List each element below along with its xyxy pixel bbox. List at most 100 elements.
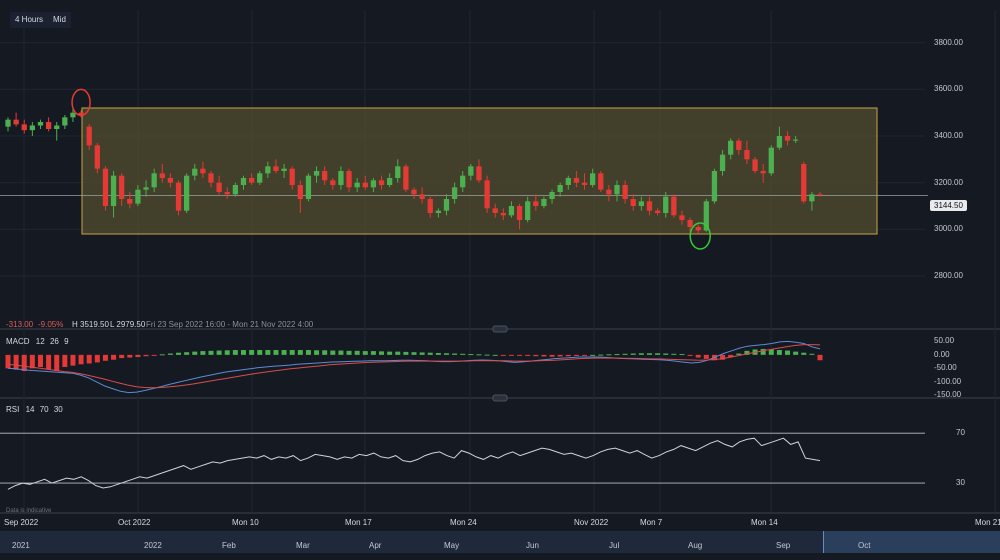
macd-histogram-bar — [736, 353, 742, 355]
navigator-label: Oct — [858, 541, 871, 550]
candle-body — [45, 122, 52, 129]
macd-histogram-bar — [517, 354, 523, 356]
price-tick-label: 3000.00 — [934, 224, 963, 234]
candle-body — [313, 171, 320, 176]
macd-histogram-bar — [151, 354, 157, 356]
candle-body — [646, 201, 653, 211]
macd-histogram-bar — [240, 350, 246, 355]
macd-histogram-bar — [622, 353, 628, 355]
macd-histogram-bar — [703, 354, 709, 359]
candle-body — [143, 187, 149, 190]
navigator-selection[interactable] — [823, 531, 1000, 553]
candle-body — [776, 136, 783, 148]
macd-line — [7, 340, 821, 394]
macd-histogram-bar — [500, 354, 506, 356]
candle-body — [338, 171, 344, 185]
macd-histogram-bar — [768, 349, 774, 355]
macd-histogram-bar — [695, 354, 701, 358]
macd-histogram-bar — [135, 354, 141, 358]
macd-histogram-bar — [443, 353, 449, 355]
last-price-badge: 3144.50 — [930, 200, 967, 211]
macd-param-slow: 26 — [49, 337, 59, 346]
macd-histogram-bar — [606, 354, 612, 356]
rsi-label[interactable]: RSI 14 70 30 — [6, 405, 63, 414]
navigator-label: Sep — [776, 541, 791, 550]
macd-label[interactable]: MACD 12 26 9 — [6, 337, 69, 346]
candle-body — [573, 178, 580, 183]
navigator-label: May — [444, 541, 460, 550]
candle-body — [768, 147, 774, 174]
candle-body — [200, 168, 206, 174]
candle-body — [728, 140, 734, 155]
candle-body — [484, 180, 490, 209]
macd-histogram-bar — [297, 350, 303, 355]
macd-param-fast: 12 — [35, 337, 45, 346]
navigator-label: Mar — [296, 541, 310, 550]
macd-histogram-bar — [94, 354, 100, 363]
swing-low-marker — [689, 222, 711, 250]
macd-histogram-bar — [29, 354, 35, 369]
macd-tick-label: -150.00 — [934, 390, 962, 400]
candle-body — [679, 215, 685, 220]
macd-histogram-bar — [720, 354, 726, 360]
candle-body — [70, 112, 76, 118]
macd-histogram-bar — [728, 354, 734, 358]
candle-body — [549, 192, 555, 199]
interval-selector[interactable]: 4 Hours — [10, 12, 49, 28]
candle-body — [533, 201, 539, 206]
rsi-tick-label: 30 — [956, 478, 965, 488]
macd-histogram-bar — [614, 354, 620, 356]
macd-histogram-bar — [265, 350, 271, 355]
macd-histogram-bar — [330, 350, 336, 355]
macd-histogram-bar — [793, 351, 799, 355]
macd-histogram-bar — [598, 354, 604, 356]
candle-body — [208, 173, 214, 183]
macd-histogram-bar — [159, 354, 165, 356]
macd-histogram-bar — [127, 354, 133, 358]
candle-body — [695, 227, 701, 231]
candle-body — [216, 182, 222, 192]
candle-body — [427, 199, 433, 213]
candle-body — [289, 168, 295, 185]
ohlc-high: H 3519.50 — [72, 320, 109, 329]
macd-histogram-bar — [744, 350, 750, 355]
macd-histogram-bar — [119, 354, 125, 359]
candle-body — [305, 175, 312, 199]
macd-histogram-bar — [314, 350, 320, 355]
macd-histogram-bar — [427, 352, 433, 355]
macd-histogram-bar — [5, 354, 11, 369]
candle-body — [671, 196, 677, 216]
candle-body — [663, 196, 669, 213]
macd-histogram-bar — [435, 352, 441, 355]
candle-body — [119, 175, 125, 199]
candle-body — [232, 185, 238, 195]
macd-histogram-bar — [679, 354, 685, 356]
price-type-selector[interactable]: Mid — [48, 12, 71, 28]
panel-resize-handle — [492, 325, 508, 333]
macd-histogram-bar — [232, 350, 238, 355]
macd-histogram-bar — [346, 350, 352, 355]
macd-histogram-bar — [460, 353, 466, 355]
candle-body — [297, 185, 303, 199]
panel-resize-handle — [492, 394, 508, 402]
candle-body — [451, 187, 458, 199]
macd-histogram-bar — [492, 354, 498, 356]
time-navigator[interactable]: 2021 2022 Feb Mar Apr May Jun Jul Aug Sep Oct — [0, 531, 1000, 553]
macd-histogram-bar — [54, 354, 60, 372]
rsi-param-overbought: 70 — [39, 405, 49, 414]
candle-body — [62, 117, 68, 126]
macd-histogram-bar — [508, 354, 514, 356]
macd-histogram-bar — [322, 350, 328, 355]
navigator-label: 2022 — [144, 541, 162, 550]
candle-body — [687, 220, 693, 227]
rsi-param-oversold: 30 — [53, 405, 63, 414]
ohlc-change-pct: -9.05% — [38, 320, 64, 329]
candle-body — [265, 166, 271, 174]
macd-histogram-bar — [476, 354, 482, 356]
candle-body — [273, 166, 279, 171]
candle-body — [29, 125, 35, 131]
macd-histogram-bar — [257, 350, 263, 355]
candle-body — [565, 178, 571, 185]
